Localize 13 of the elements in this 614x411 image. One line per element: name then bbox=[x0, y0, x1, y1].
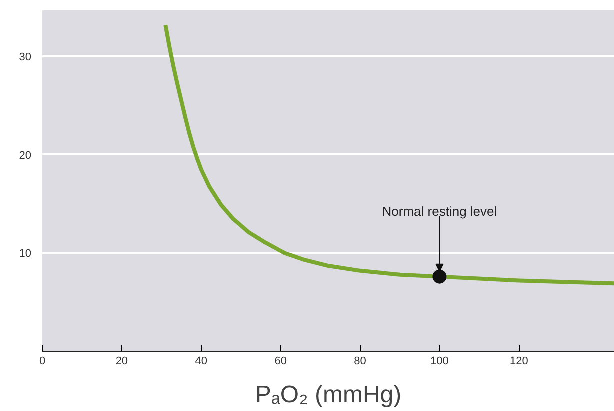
x-tick-label: 120 bbox=[510, 356, 528, 368]
x-tick-label: 40 bbox=[195, 356, 208, 368]
x-tick-label: 100 bbox=[430, 356, 449, 368]
annotation: Normal resting level bbox=[382, 204, 498, 219]
y-tick-label: 10 bbox=[19, 248, 32, 260]
x-tick-label: 0 bbox=[39, 356, 46, 368]
x-axis-title: PₐO₂ (mmHg) bbox=[255, 382, 402, 408]
x-tick-label: 60 bbox=[274, 356, 287, 368]
y-tick-label: 20 bbox=[19, 150, 32, 162]
y-tick-label: 30 bbox=[19, 52, 32, 64]
x-tick-label: 20 bbox=[116, 356, 128, 368]
line-series bbox=[164, 23, 614, 286]
x-tick-label: 80 bbox=[354, 356, 366, 368]
